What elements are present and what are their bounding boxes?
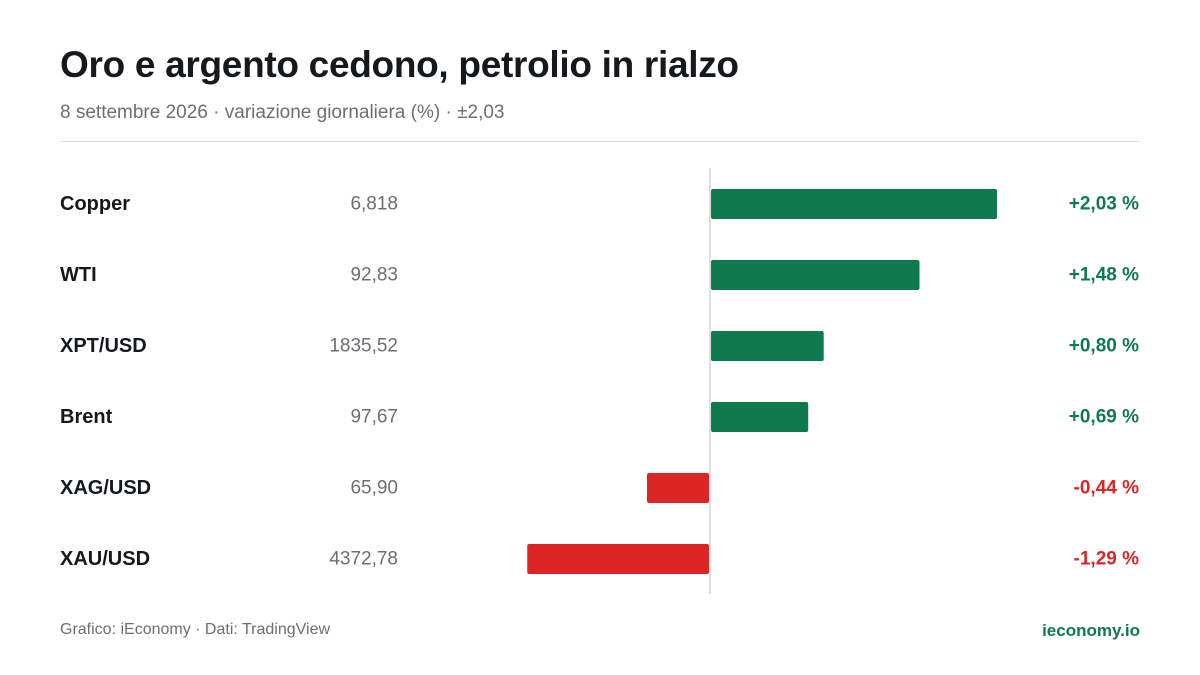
bar [527,544,709,574]
value-label: +0,80 % [1069,336,1139,357]
bar [711,189,997,219]
price-label: 92,83 [350,265,398,286]
price-label: 97,67 [350,407,398,428]
value-label: +0,69 % [1069,407,1139,428]
bar [711,331,824,361]
bar [647,473,709,503]
price-label: 6,818 [350,194,398,215]
chart-subtitle: 8 settembre 2026 · variazione giornalier… [60,102,505,123]
value-label: -1,29 % [1074,549,1140,570]
price-label: 1835,52 [329,336,398,357]
category-label: XAU/USD [60,548,150,570]
category-label: WTI [60,264,97,286]
bar [711,260,920,290]
price-label: 4372,78 [329,549,398,570]
category-label: XPT/USD [60,335,147,357]
chart-title: Oro e argento cedono, petrolio in rialzo [60,44,739,85]
value-label: +2,03 % [1069,194,1139,215]
bar [711,402,809,432]
value-label: +1,48 % [1069,265,1139,286]
value-label: -0,44 % [1074,478,1140,499]
source-credit: Grafico: iEconomy · Dati: TradingView [60,621,331,638]
header-divider [60,141,1140,142]
brand-link[interactable]: ieconomy.io [1042,621,1140,640]
category-label: Copper [60,193,130,215]
price-label: 65,90 [350,478,398,499]
category-label: XAG/USD [60,477,151,499]
category-label: Brent [60,406,113,428]
